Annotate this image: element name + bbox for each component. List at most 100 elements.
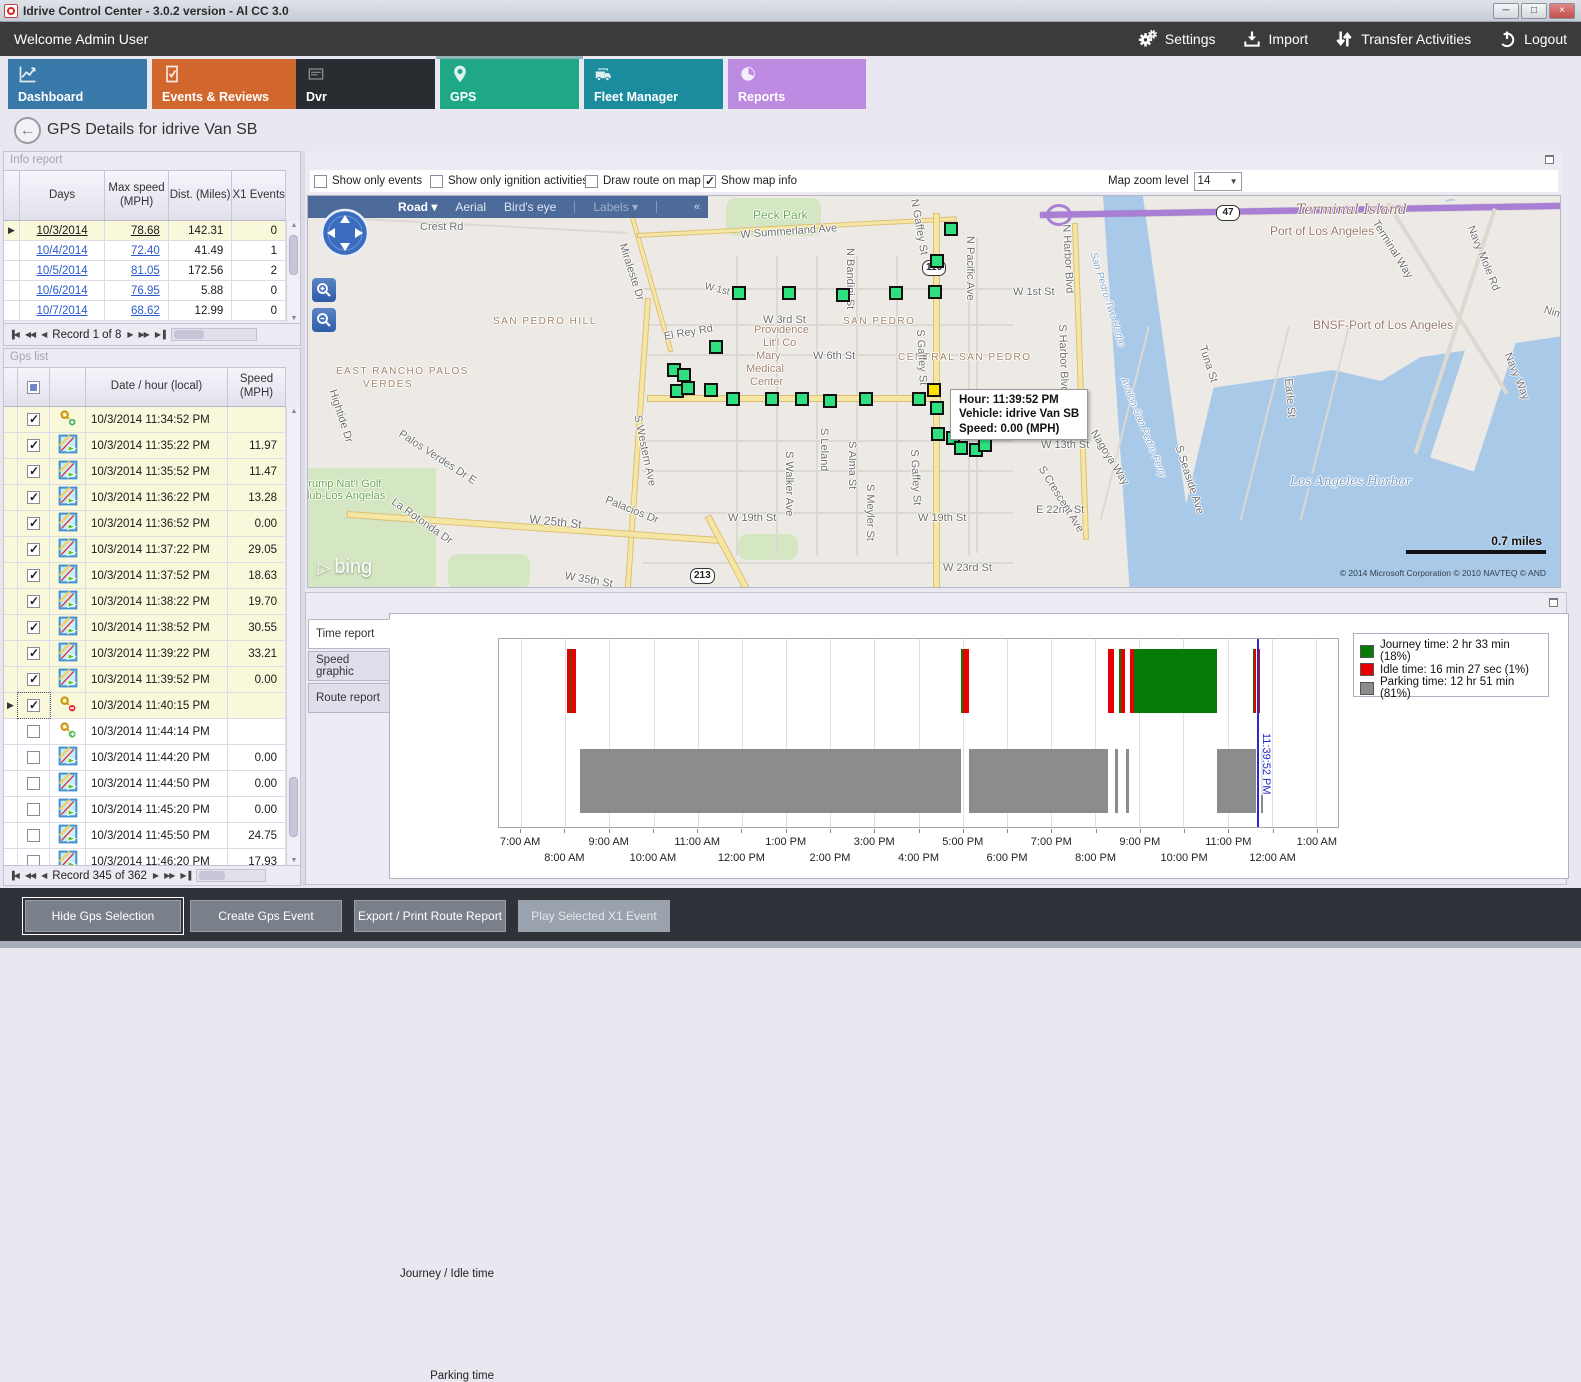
gps-point-marker[interactable]: [928, 285, 942, 299]
map-style-bird-s-eye[interactable]: Bird's eye: [504, 200, 556, 214]
pager-hscrollbar[interactable]: [196, 869, 266, 882]
option-show-map-info[interactable]: Show map info: [703, 175, 797, 188]
max-speed-link[interactable]: 68.62: [131, 305, 160, 317]
pager-next-icon[interactable]: ▶: [127, 330, 132, 339]
menu-item-logout[interactable]: Logout: [1497, 29, 1567, 49]
gps-point-marker[interactable]: [782, 286, 796, 300]
menu-item-transfer-activities[interactable]: Transfer Activities: [1334, 29, 1471, 49]
scroll-down-icon[interactable]: ▼: [287, 857, 301, 864]
report-tab-speed-graphic[interactable]: Speed graphic: [308, 651, 390, 681]
days-link[interactable]: 10/6/2014: [36, 285, 87, 297]
report-tab-time-report[interactable]: Time report: [308, 619, 390, 649]
pager-prev-icon[interactable]: ◀: [41, 871, 46, 880]
row-checkbox[interactable]: [27, 595, 40, 608]
export-print-route-report-button[interactable]: Export / Print Route Report: [354, 900, 506, 932]
navbar-collapse-icon[interactable]: «: [694, 201, 700, 213]
gps-point-marker[interactable]: [732, 286, 746, 300]
zoom-out-button[interactable]: [312, 308, 336, 332]
zoom-in-button[interactable]: [312, 278, 336, 302]
pager-next-icon[interactable]: ▶: [153, 871, 158, 880]
tab-events-reviews[interactable]: Events & Reviews: [152, 59, 300, 109]
gps-point-marker[interactable]: [704, 383, 718, 397]
days-link[interactable]: 10/4/2014: [36, 245, 87, 257]
pager-fastfwd-icon[interactable]: ▶▶: [139, 330, 149, 339]
gps-row[interactable]: ▶10/3/2014 11:40:15 PM: [4, 693, 286, 719]
map-style-road[interactable]: Road ▾: [398, 200, 437, 214]
option-show-only-events[interactable]: Show only events: [314, 175, 422, 188]
max-speed-link[interactable]: 81.05: [131, 265, 160, 277]
gps-point-marker[interactable]: [930, 401, 944, 415]
row-checkbox[interactable]: [27, 751, 40, 764]
row-checkbox[interactable]: [27, 543, 40, 556]
option-checkbox[interactable]: [314, 175, 327, 188]
back-button[interactable]: ←: [14, 117, 41, 144]
pager-fastback-icon[interactable]: ◀◀: [25, 330, 35, 339]
row-checkbox[interactable]: [27, 491, 40, 504]
gps-point-marker[interactable]: [954, 441, 968, 455]
row-checkbox[interactable]: [27, 777, 40, 790]
scroll-up-icon[interactable]: ▲: [287, 222, 301, 229]
row-checkbox[interactable]: [27, 673, 40, 686]
gps-point-marker[interactable]: [681, 381, 695, 395]
pager-fastfwd-icon[interactable]: ▶▶: [164, 871, 174, 880]
gps-list-scrollbar[interactable]: ▲ ▼: [286, 407, 300, 865]
scroll-down-icon[interactable]: ▼: [287, 315, 301, 322]
map-style-aerial[interactable]: Aerial: [455, 200, 486, 214]
select-all-checkbox[interactable]: [18, 368, 50, 406]
row-checkbox[interactable]: [27, 647, 40, 660]
info-report-scrollbar[interactable]: ▲ ▼: [286, 221, 300, 323]
row-checkbox[interactable]: [27, 803, 40, 816]
play-selected-x1-event-button[interactable]: Play Selected X1 Event: [518, 900, 670, 932]
gps-point-marker[interactable]: [930, 254, 944, 268]
gps-point-marker[interactable]: [836, 288, 850, 302]
row-checkbox[interactable]: [27, 439, 40, 452]
pager-hscrollbar[interactable]: [171, 328, 257, 341]
select-all-box[interactable]: [27, 381, 40, 394]
max-speed-link[interactable]: 72.40: [131, 245, 160, 257]
gps-point-marker[interactable]: [912, 392, 926, 406]
gps-point-marker[interactable]: [889, 286, 903, 300]
days-link[interactable]: 10/5/2014: [36, 265, 87, 277]
pager-first-icon[interactable]: ▐◀: [9, 330, 19, 339]
days-link[interactable]: 10/3/2014: [36, 225, 87, 237]
gps-point-marker[interactable]: [931, 427, 945, 441]
option-draw-route-on-map[interactable]: Draw route on map: [585, 175, 701, 188]
pager-last-icon[interactable]: ▶▐: [155, 330, 165, 339]
gps-row[interactable]: 10/3/2014 11:34:52 PM: [4, 407, 286, 433]
gps-row[interactable]: 10/3/2014 11:39:52 PM0.00: [4, 667, 286, 693]
create-gps-event-button[interactable]: Create Gps Event: [190, 900, 342, 932]
gps-row[interactable]: 10/3/2014 11:36:52 PM0.00: [4, 511, 286, 537]
days-link[interactable]: 10/7/2014: [36, 305, 87, 317]
row-checkbox[interactable]: [27, 621, 40, 634]
max-speed-link[interactable]: 78.68: [131, 225, 160, 237]
gps-point-marker[interactable]: [726, 392, 740, 406]
option-show-only-ignition-activities[interactable]: Show only ignition activities: [430, 175, 588, 188]
tab-fleet-manager[interactable]: Fleet Manager: [584, 59, 723, 109]
pager-prev-icon[interactable]: ◀: [41, 330, 46, 339]
row-checkbox[interactable]: [27, 569, 40, 582]
map-zoom-select[interactable]: 14 ▼: [1194, 172, 1242, 191]
row-checkbox[interactable]: [27, 725, 40, 738]
gps-point-marker[interactable]: [859, 392, 873, 406]
gps-row[interactable]: 10/3/2014 11:44:14 PM: [4, 719, 286, 745]
pager-first-icon[interactable]: ▐◀: [9, 871, 19, 880]
menu-item-settings[interactable]: Settings: [1138, 29, 1216, 49]
gps-point-marker[interactable]: [944, 222, 958, 236]
tab-gps[interactable]: GPS: [440, 59, 579, 109]
panel-maximize-icon[interactable]: [1545, 155, 1554, 164]
